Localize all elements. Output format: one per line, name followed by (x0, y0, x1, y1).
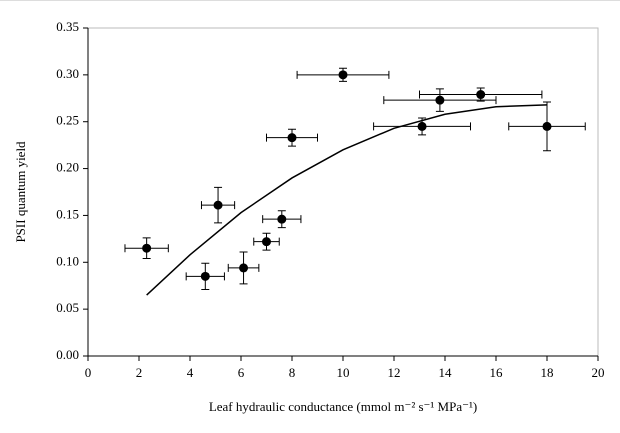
x-tick-label: 0 (85, 365, 92, 380)
point (200, 271, 210, 281)
y-tick-label: 0.25 (56, 113, 79, 128)
point (338, 70, 348, 80)
y-tick-label: 0.05 (56, 300, 79, 315)
point (239, 263, 249, 273)
x-tick-label: 14 (439, 365, 453, 380)
point (417, 121, 427, 131)
x-tick-label: 20 (592, 365, 605, 380)
point (213, 200, 223, 210)
point (277, 214, 287, 224)
y-axis-label: PSII quantum yield (13, 141, 28, 243)
point (287, 133, 297, 143)
point (435, 95, 445, 105)
x-axis-label: Leaf hydraulic conductance (mmol m⁻² s⁻¹… (209, 399, 477, 414)
x-tick-label: 18 (541, 365, 554, 380)
fit-curve (146, 104, 548, 296)
y-tick-label: 0.30 (56, 66, 79, 81)
y-tick-label: 0.15 (56, 206, 79, 221)
x-tick-label: 10 (337, 365, 350, 380)
y-tick-label: 0.35 (56, 19, 79, 34)
x-tick-label: 6 (238, 365, 245, 380)
point (476, 90, 486, 100)
y-tick-label: 0.00 (56, 347, 79, 362)
x-tick-label: 12 (388, 365, 401, 380)
y-tick-label: 0.20 (56, 160, 79, 175)
y-tick-label: 0.10 (56, 253, 79, 268)
x-tick-label: 2 (136, 365, 143, 380)
point (262, 237, 271, 247)
x-tick-label: 16 (490, 365, 504, 380)
x-tick-label: 4 (187, 365, 194, 380)
x-tick-label: 8 (289, 365, 296, 380)
point (542, 121, 552, 131)
point (142, 243, 152, 253)
